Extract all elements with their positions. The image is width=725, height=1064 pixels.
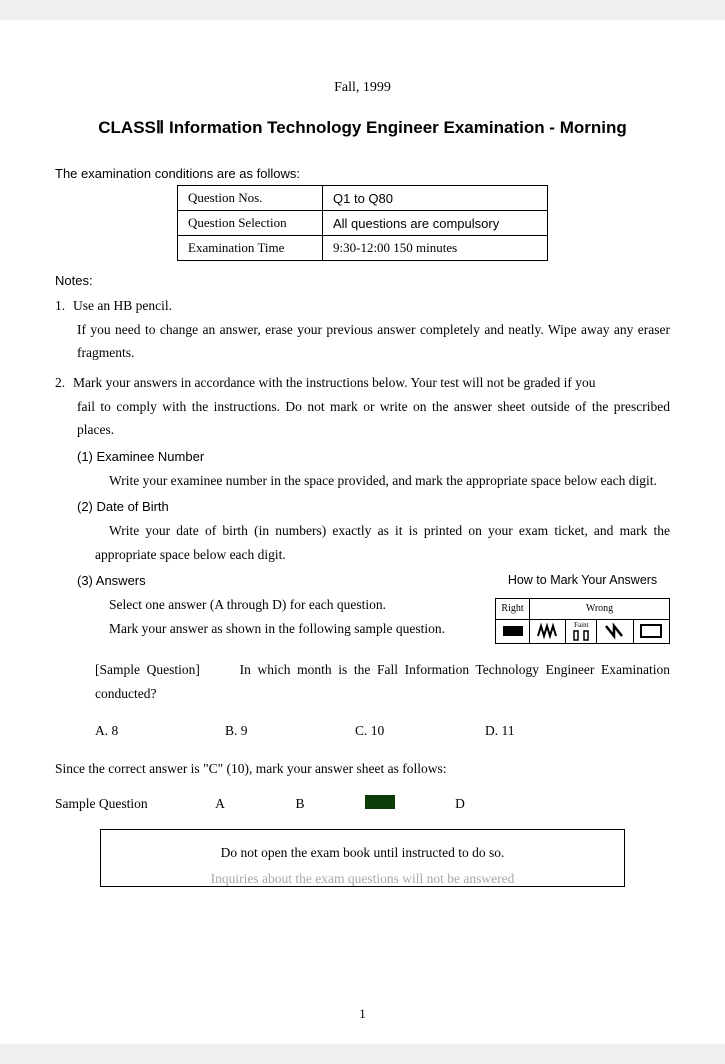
table-row: Examination Time 9:30-12:00 150 minutes: [178, 236, 548, 261]
conditions-table: Question Nos. Q1 to Q80 Question Selecti…: [177, 185, 548, 261]
howto-header-right: Right: [496, 599, 530, 620]
note-text: Use an HB pencil.: [73, 298, 172, 313]
option-d: D. 11: [485, 719, 615, 743]
mark-wrong-scribble-icon: [530, 619, 566, 643]
cond-label: Question Selection: [178, 211, 323, 236]
note-text: fail to comply with the instructions. Do…: [55, 395, 670, 442]
sample-question: [Sample Question] In which month is the …: [55, 658, 670, 705]
table-row: Question Selection All questions are com…: [178, 211, 548, 236]
cond-label: Question Nos.: [178, 186, 323, 211]
option-a: A. 8: [95, 719, 225, 743]
sub-heading-dob: (2) Date of Birth: [55, 496, 670, 519]
option-c: C. 10: [355, 719, 485, 743]
warning-line-2: Inquiries about the exam questions will …: [113, 866, 612, 887]
table-row: Question Nos. Q1 to Q80: [178, 186, 548, 211]
note-text: Mark your answers in accordance with the…: [73, 375, 596, 390]
sub-heading-examinee: (1) Examinee Number: [55, 446, 670, 469]
sample-mark-row: Sample Question A B D: [55, 795, 670, 813]
exam-page: Fall, 1999 CLASSⅡ Information Technology…: [0, 20, 725, 1044]
cond-value: All questions are compulsory: [323, 211, 548, 236]
date-line: Fall, 1999: [55, 80, 670, 96]
note-number: 1.: [55, 294, 73, 318]
howto-table: Right Wrong Faint: [495, 598, 670, 644]
howto-title: How to Mark Your Answers: [495, 570, 670, 592]
page-number: 1: [0, 1006, 725, 1022]
mark-wrong-faint-icon: Faint: [566, 619, 597, 643]
note-item-2: 2.Mark your answers in accordance with t…: [55, 371, 670, 743]
mark-c-filled-icon: [355, 795, 405, 813]
warning-box: Do not open the exam book until instruct…: [100, 829, 625, 887]
option-b: B. 9: [225, 719, 355, 743]
howto-box: How to Mark Your Answers Right Wrong: [495, 570, 670, 643]
mark-b: B: [275, 796, 325, 812]
mark-right-icon: [496, 619, 530, 643]
mark-d: D: [435, 796, 485, 812]
mark-a: A: [195, 796, 245, 812]
warning-line-1: Do not open the exam book until instruct…: [113, 840, 612, 866]
notes-list: 1.Use an HB pencil. If you need to chang…: [55, 294, 670, 743]
cond-value: 9:30-12:00 150 minutes: [323, 236, 548, 261]
notes-heading: Notes:: [55, 273, 670, 288]
note-text: If you need to change an answer, erase y…: [55, 318, 670, 365]
sub-body: Write your date of birth (in numbers) ex…: [55, 519, 670, 566]
note-number: 2.: [55, 371, 73, 395]
howto-header-wrong: Wrong: [530, 599, 670, 620]
mark-wrong-zigzag-icon: [597, 619, 633, 643]
answer-options: A. 8 B. 9 C. 10 D. 11: [55, 719, 670, 743]
sample-mark-label: Sample Question: [55, 796, 165, 812]
note-item-1: 1.Use an HB pencil. If you need to chang…: [55, 294, 670, 365]
cond-label: Examination Time: [178, 236, 323, 261]
conditions-intro: The examination conditions are as follow…: [55, 166, 670, 181]
mark-wrong-outline-icon: [633, 619, 669, 643]
sub-body: Write your examinee number in the space …: [55, 469, 670, 493]
exam-title: CLASSⅡ Information Technology Engineer E…: [55, 118, 670, 138]
faint-label: Faint: [566, 619, 596, 631]
since-text: Since the correct answer is "C" (10), ma…: [55, 761, 670, 777]
cond-value: Q1 to Q80: [323, 186, 548, 211]
sample-label: [Sample Question]: [95, 662, 200, 677]
